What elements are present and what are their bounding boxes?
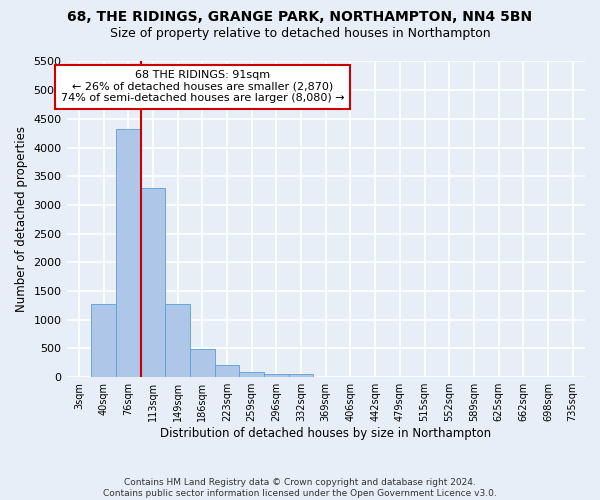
Text: Size of property relative to detached houses in Northampton: Size of property relative to detached ho… bbox=[110, 28, 490, 40]
Bar bbox=[165, 304, 190, 377]
Bar bbox=[140, 188, 165, 377]
Bar bbox=[190, 349, 215, 377]
Bar bbox=[289, 374, 313, 377]
Bar bbox=[239, 372, 264, 377]
Text: Contains HM Land Registry data © Crown copyright and database right 2024.
Contai: Contains HM Land Registry data © Crown c… bbox=[103, 478, 497, 498]
Text: 68 THE RIDINGS: 91sqm
← 26% of detached houses are smaller (2,870)
74% of semi-d: 68 THE RIDINGS: 91sqm ← 26% of detached … bbox=[61, 70, 344, 103]
Bar bbox=[116, 128, 140, 377]
X-axis label: Distribution of detached houses by size in Northampton: Distribution of detached houses by size … bbox=[160, 427, 491, 440]
Y-axis label: Number of detached properties: Number of detached properties bbox=[15, 126, 28, 312]
Text: 68, THE RIDINGS, GRANGE PARK, NORTHAMPTON, NN4 5BN: 68, THE RIDINGS, GRANGE PARK, NORTHAMPTO… bbox=[67, 10, 533, 24]
Bar bbox=[91, 304, 116, 377]
Bar bbox=[215, 364, 239, 377]
Bar bbox=[264, 374, 289, 377]
